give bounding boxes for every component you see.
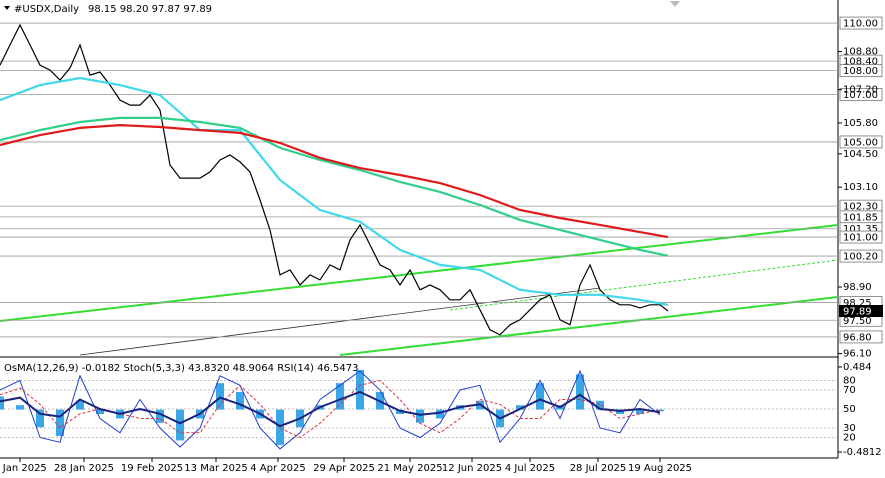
- level-label: 96.80: [843, 332, 872, 343]
- trend-line-lower: [339, 296, 839, 356]
- osma-bar: [436, 409, 444, 419]
- chart-title: #USDX,Daily: [14, 4, 79, 15]
- x-tick-label: 28 Jul 2025: [570, 463, 627, 474]
- y-tick-label: 98.90: [843, 282, 872, 293]
- stoch-signal: [0, 379, 661, 439]
- y-tick-label: 107.20: [843, 85, 878, 96]
- rsi-line: [0, 390, 661, 428]
- osma-bar: [56, 409, 64, 437]
- osma-bar: [0, 396, 4, 410]
- level-label: 108.40: [843, 57, 878, 68]
- shift-marker: [670, 1, 680, 7]
- menu-arrow: [4, 6, 10, 10]
- osma-bar: [536, 383, 544, 410]
- osma-bar: [36, 409, 44, 428]
- x-tick-label: 6 Jan 2025: [0, 463, 47, 474]
- y-tick-label: 70: [843, 385, 856, 396]
- x-tick-label: 29 Apr 2025: [313, 463, 375, 474]
- y-tick-label: 108.80: [843, 47, 878, 58]
- osma-bar: [356, 369, 364, 410]
- x-tick-label: 12 Jun 2025: [442, 463, 502, 474]
- osma-bar: [276, 409, 284, 445]
- level-label: 100.20: [843, 252, 878, 263]
- osma-bar: [636, 409, 644, 415]
- y-tick-label: 96.10: [843, 349, 872, 360]
- y-tick-label: 80: [843, 376, 856, 387]
- x-tick-label: 19 Feb 2025: [121, 463, 183, 474]
- level-box: [839, 135, 883, 149]
- level-box: [839, 16, 883, 30]
- x-tick-label: 4 Apr 2025: [250, 463, 305, 474]
- trend-line-thin: [79, 287, 601, 356]
- x-tick-label: 13 Mar 2025: [184, 463, 247, 474]
- x-tick-label: 21 May 2025: [377, 463, 442, 474]
- osma-bar: [416, 409, 424, 423]
- level-box: [839, 230, 883, 244]
- level-label: 105.00: [843, 137, 878, 148]
- y2-tick-label: 0.484: [843, 362, 872, 373]
- osma-bar: [656, 409, 664, 412]
- trend-line-dashed: [449, 259, 839, 311]
- y-tick-label: 103.10: [843, 182, 878, 193]
- level-label: 102.30: [843, 202, 878, 213]
- x-tick-label: 28 Jan 2025: [54, 463, 114, 474]
- price-line: [0, 23, 669, 336]
- level-label: 97.50: [843, 316, 872, 327]
- trend-line-upper: [0, 224, 839, 322]
- osma-bar: [96, 409, 104, 415]
- level-label: 108.00: [843, 66, 878, 77]
- moving-average: [0, 123, 669, 239]
- y-tick-label: 20: [843, 433, 856, 444]
- moving-average: [0, 116, 669, 257]
- level-label: 101.85: [843, 212, 878, 223]
- y-tick-label: 50: [843, 404, 856, 415]
- y-tick-label: 104.50: [843, 149, 878, 160]
- osma-bar: [156, 409, 164, 423]
- osma-bar: [76, 400, 84, 410]
- osma-bar: [576, 374, 584, 410]
- level-label: 101.00: [843, 233, 878, 244]
- level-box: [839, 87, 883, 101]
- osma-bar: [216, 383, 224, 410]
- level-box: [839, 330, 883, 344]
- osma-bar: [596, 400, 604, 410]
- x-tick-label: 19 Aug 2025: [628, 463, 692, 474]
- last-price-label: 97.89: [843, 307, 872, 318]
- y2-tick-label: -0.4812: [843, 447, 882, 458]
- y-tick-label: 105.80: [843, 118, 878, 129]
- stoch-main: [0, 369, 661, 450]
- level-label: 101.35: [843, 224, 878, 235]
- osma-bar: [336, 383, 344, 410]
- level-label: 107.00: [843, 90, 878, 101]
- osma-bar: [236, 391, 244, 410]
- level-label: 110.00: [843, 19, 878, 30]
- moving-average: [0, 76, 669, 306]
- x-tick-label: 4 Jul 2025: [505, 463, 555, 474]
- last-price-box: [839, 305, 883, 318]
- level-box: [839, 64, 883, 78]
- osma-bar: [176, 409, 184, 441]
- ohlc: 98.15 98.20 97.87 97.89: [88, 4, 212, 15]
- level-label: 98.25: [843, 298, 872, 309]
- indicator-title: OsMA(12,26,9) -0.0182 Stoch(5,3,3) 43.83…: [4, 363, 359, 374]
- level-box: [839, 249, 883, 263]
- osma-bar: [516, 405, 524, 410]
- y-tick-label: 30: [843, 423, 856, 434]
- osma-bar: [16, 405, 24, 410]
